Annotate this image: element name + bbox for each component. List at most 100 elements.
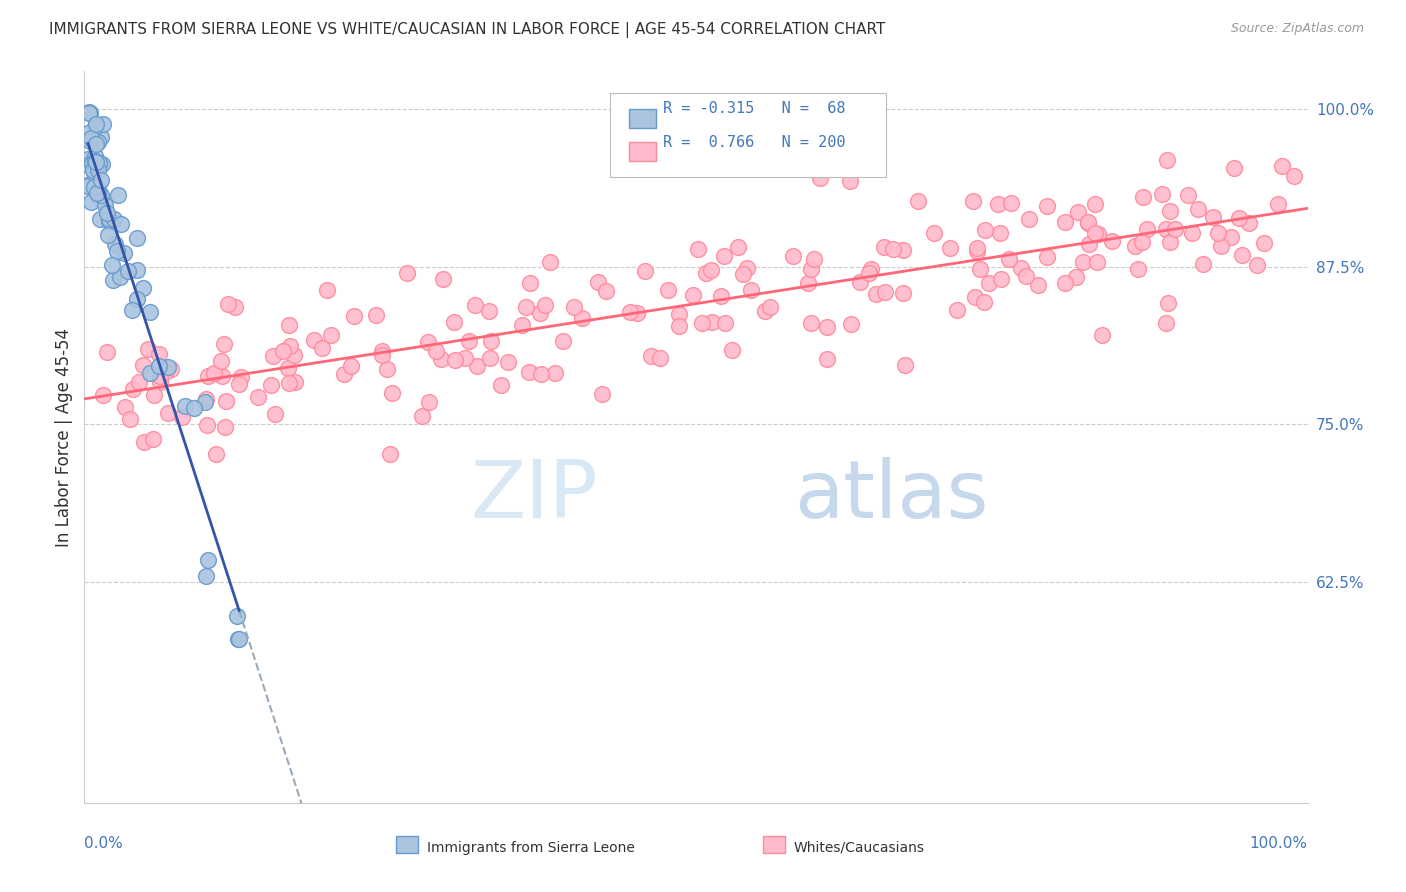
Point: [1253, 235, 1275, 250]
Point: [122, 382, 145, 396]
Point: [149, 375, 172, 389]
Point: [668, 319, 690, 334]
Point: [479, 334, 502, 348]
Point: [226, 632, 249, 646]
Text: 100.0%: 100.0%: [1250, 836, 1308, 851]
Point: [432, 272, 454, 286]
Point: [79, 134, 101, 148]
Point: [302, 333, 325, 347]
Point: [1159, 235, 1181, 250]
Point: [380, 447, 402, 461]
Point: [1152, 186, 1174, 201]
Point: [1271, 160, 1294, 174]
Point: [1164, 221, 1187, 235]
Point: [973, 222, 995, 236]
Point: [553, 334, 575, 348]
Point: [713, 249, 735, 263]
Point: [657, 284, 679, 298]
Point: [110, 217, 132, 231]
Point: [91, 117, 114, 131]
Point: [1230, 248, 1253, 262]
Point: [1084, 197, 1107, 211]
Point: [159, 361, 181, 376]
Point: [1219, 230, 1241, 244]
Point: [262, 349, 284, 363]
Point: [89, 157, 111, 171]
Point: [759, 300, 782, 314]
Point: [125, 293, 148, 307]
Point: [891, 286, 914, 301]
Point: [80, 195, 103, 210]
Point: [510, 318, 533, 332]
Point: [839, 318, 862, 332]
Point: [98, 214, 121, 228]
Point: [333, 367, 356, 381]
Point: [90, 188, 112, 202]
Point: [430, 352, 453, 367]
Point: [1187, 202, 1209, 216]
Point: [77, 126, 100, 140]
Point: [80, 156, 103, 170]
Point: [586, 275, 609, 289]
Point: [195, 417, 218, 432]
Point: [963, 290, 986, 304]
Point: [893, 358, 915, 372]
Point: [591, 387, 613, 401]
Point: [277, 318, 299, 332]
Point: [86, 117, 108, 131]
Point: [457, 334, 479, 348]
Point: [1064, 270, 1087, 285]
Point: [1130, 235, 1153, 249]
Point: [1284, 169, 1306, 183]
Point: [139, 304, 162, 318]
Point: [1154, 316, 1177, 330]
FancyBboxPatch shape: [763, 837, 786, 853]
Point: [1132, 190, 1154, 204]
Point: [571, 311, 593, 326]
Point: [1267, 197, 1289, 211]
Point: [966, 241, 988, 255]
Point: [808, 171, 831, 186]
Point: [1078, 236, 1101, 251]
Point: [815, 320, 838, 334]
Point: [93, 198, 115, 212]
Point: [478, 351, 501, 365]
Text: Immigrants from Sierra Leone: Immigrants from Sierra Leone: [427, 841, 634, 855]
Point: [946, 302, 969, 317]
Point: [103, 211, 125, 226]
Point: [754, 303, 776, 318]
Point: [86, 186, 108, 200]
Point: [174, 399, 197, 413]
Point: [478, 304, 501, 318]
Point: [1018, 212, 1040, 227]
Point: [93, 387, 115, 401]
Point: [740, 283, 762, 297]
Point: [195, 392, 218, 406]
Point: [891, 243, 914, 257]
Point: [277, 360, 299, 375]
Point: [105, 244, 128, 259]
Point: [77, 153, 100, 167]
Point: [89, 192, 111, 206]
Point: [77, 178, 100, 192]
Point: [1237, 216, 1260, 230]
Point: [939, 241, 962, 255]
Point: [962, 194, 984, 208]
Point: [988, 226, 1011, 240]
Point: [370, 348, 392, 362]
Point: [425, 343, 447, 358]
Point: [83, 149, 105, 163]
Point: [83, 154, 105, 169]
Point: [973, 294, 995, 309]
Point: [264, 407, 287, 421]
Point: [564, 300, 586, 314]
Point: [84, 137, 107, 152]
Point: [1136, 222, 1159, 236]
Point: [77, 178, 100, 193]
Point: [990, 272, 1012, 286]
Point: [215, 393, 238, 408]
Point: [517, 365, 540, 379]
Point: [782, 249, 804, 263]
Point: [1206, 226, 1229, 240]
Point: [121, 302, 143, 317]
